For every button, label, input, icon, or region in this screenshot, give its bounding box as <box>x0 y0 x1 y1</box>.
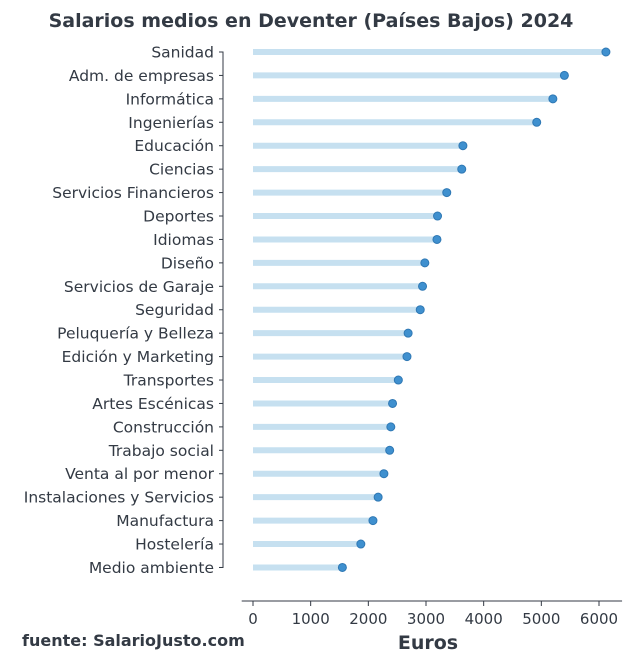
category-label-11: Seguridad <box>135 301 214 319</box>
marker-13 <box>402 352 412 362</box>
x-axis-label: Euros <box>398 632 458 654</box>
x-tick-label-0: 0 <box>248 610 258 628</box>
marker-16 <box>386 422 396 432</box>
category-label-15: Artes Escénicas <box>92 395 214 413</box>
marker-10 <box>418 281 428 291</box>
marker-19 <box>373 492 383 502</box>
category-label-3: Ingenierías <box>128 114 214 132</box>
category-label-1: Adm. de empresas <box>69 67 214 85</box>
category-label-5: Ciencias <box>149 161 214 179</box>
marker-17 <box>385 445 395 455</box>
markers-group <box>337 47 611 572</box>
stems-group <box>253 49 606 571</box>
marker-15 <box>388 398 398 408</box>
marker-5 <box>457 164 467 174</box>
marker-1 <box>559 70 569 80</box>
category-label-8: Idiomas <box>153 231 214 249</box>
category-label-10: Servicios de Garaje <box>64 278 214 296</box>
category-label-14: Transportes <box>123 372 214 390</box>
marker-12 <box>403 328 413 338</box>
marker-11 <box>415 305 425 315</box>
x-tick-label-1: 1000 <box>292 610 330 628</box>
y-axis-line <box>219 51 224 568</box>
marker-8 <box>432 234 442 244</box>
marker-20 <box>368 516 378 526</box>
marker-21 <box>356 539 366 549</box>
category-label-21: Hostelería <box>135 536 214 554</box>
category-label-19: Instalaciones y Servicios <box>24 489 214 507</box>
category-label-4: Educación <box>134 137 214 155</box>
marker-9 <box>420 258 430 268</box>
x-tick-label-2: 2000 <box>349 610 387 628</box>
marker-2 <box>548 94 558 104</box>
source-note: fuente: SalarioJusto.com <box>22 631 245 650</box>
category-label-17: Trabajo social <box>108 442 214 460</box>
x-tick-label-6: 6000 <box>580 610 618 628</box>
category-label-20: Manufactura <box>116 512 214 530</box>
marker-14 <box>393 375 403 385</box>
category-label-12: Peluquería y Belleza <box>57 325 214 343</box>
marker-3 <box>532 117 542 127</box>
category-label-9: Diseño <box>161 254 214 272</box>
category-label-2: Informática <box>126 90 214 108</box>
category-label-13: Edición y Marketing <box>62 348 214 366</box>
category-label-18: Venta al por menor <box>65 465 215 483</box>
category-labels: Sanidad Adm. de empresas Informática Ingeni… <box>24 44 223 577</box>
x-tick-label-4: 4000 <box>465 610 503 628</box>
marker-22 <box>337 562 347 572</box>
category-label-0: Sanidad <box>151 44 214 62</box>
category-label-22: Medio ambiente <box>89 559 214 577</box>
category-label-6: Servicios Financieros <box>52 184 214 202</box>
x-ticks: 0 1000 2000 3000 4000 5000 6000 <box>248 601 618 628</box>
marker-4 <box>458 141 468 151</box>
category-label-7: Deportes <box>143 208 214 226</box>
marker-0 <box>601 47 611 57</box>
category-label-16: Construcción <box>113 418 214 436</box>
marker-18 <box>379 469 389 479</box>
marker-6 <box>442 188 452 198</box>
x-tick-label-3: 3000 <box>407 610 445 628</box>
chart-title: Salarios medios en Deventer (Países Bajo… <box>49 10 574 32</box>
marker-7 <box>433 211 443 221</box>
x-tick-label-5: 5000 <box>522 610 560 628</box>
